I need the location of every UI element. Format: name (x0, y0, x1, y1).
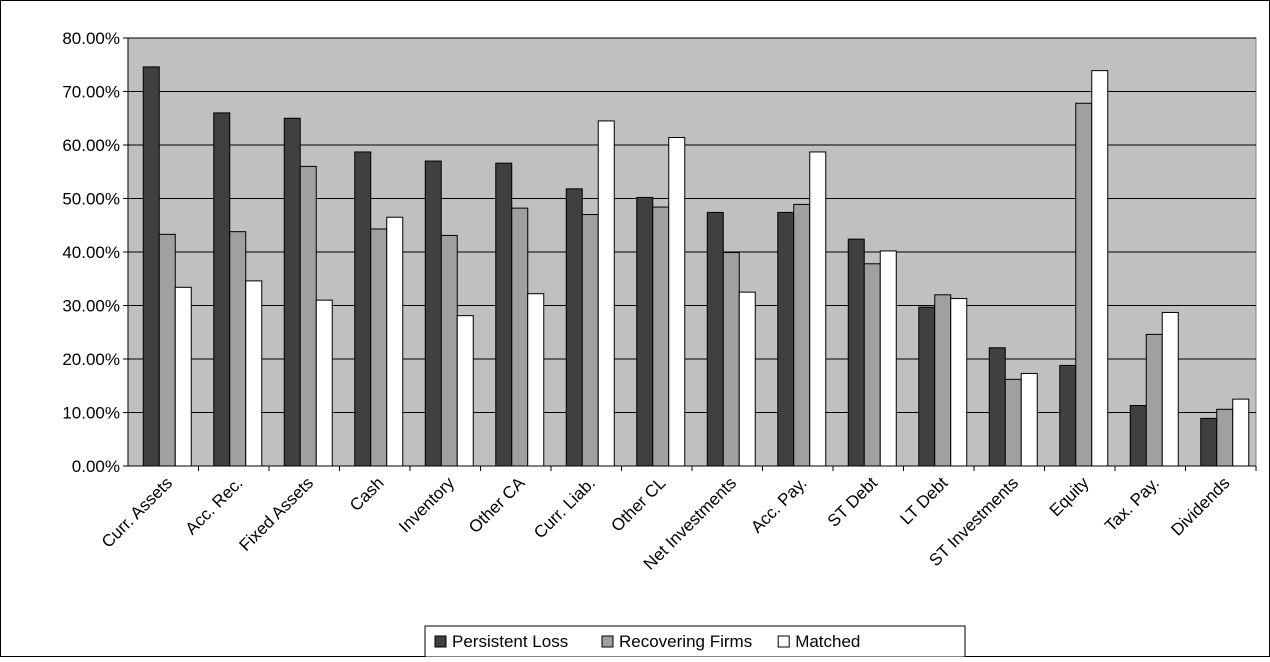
bar-matched (174, 286, 192, 467)
y-tick-label: 80.00% (62, 29, 120, 48)
bar-recovering-firms (440, 234, 458, 467)
legend-label: Recovering Firms (619, 632, 752, 651)
bar-matched (668, 137, 686, 467)
bar-recovering-firms (793, 203, 811, 467)
bar-matched (879, 250, 897, 467)
legend-box (424, 625, 966, 658)
bar-recovering-firms (370, 228, 388, 467)
bar-matched (386, 216, 404, 467)
bar-recovering-firms (158, 233, 176, 467)
legend-swatch (434, 635, 447, 648)
bar-matched (950, 298, 968, 467)
bar-persistent-loss (636, 196, 654, 467)
bar-recovering-firms (581, 214, 599, 467)
bar-matched (315, 299, 333, 467)
bar-persistent-loss (1059, 364, 1077, 467)
legend-label: Persistent Loss (452, 632, 568, 651)
bar-recovering-firms (934, 294, 952, 467)
y-tick-label: 0.00% (72, 457, 120, 476)
bar-persistent-loss (988, 347, 1006, 467)
bar-persistent-loss (354, 151, 372, 467)
bar-persistent-loss (847, 238, 865, 467)
bar-persistent-loss (706, 211, 724, 467)
y-tick-label: 10.00% (62, 404, 120, 423)
bar-recovering-firms (1145, 333, 1163, 467)
bar-persistent-loss (495, 162, 513, 467)
bar-matched (809, 151, 827, 467)
bar-matched (1091, 70, 1109, 467)
bar-matched (456, 315, 474, 467)
bar-recovering-firms (511, 207, 529, 467)
y-tick-label: 20.00% (62, 350, 120, 369)
bar-recovering-firms (652, 206, 670, 467)
bar-matched (527, 293, 545, 467)
bar-recovering-firms (1075, 102, 1093, 467)
y-tick-label: 50.00% (62, 190, 120, 209)
bar-recovering-firms (722, 252, 740, 467)
bar-matched (1020, 372, 1038, 467)
bar-matched (597, 120, 615, 467)
bar-recovering-firms (229, 231, 247, 467)
legend: Persistent Loss Recovering Firms Matched (424, 625, 966, 658)
bar-persistent-loss (777, 211, 795, 467)
y-tick-label: 70.00% (62, 83, 120, 102)
bar-matched (738, 291, 756, 467)
bar-matched (245, 280, 263, 467)
legend-swatch (777, 635, 790, 648)
bar-recovering-firms (1004, 378, 1022, 467)
bar-persistent-loss (142, 66, 160, 467)
bar-persistent-loss (424, 160, 442, 467)
y-tick-label: 40.00% (62, 243, 120, 262)
bar-matched (1161, 311, 1179, 467)
y-tick-label: 60.00% (62, 136, 120, 155)
bar-recovering-firms (299, 165, 317, 467)
bar-persistent-loss (283, 117, 301, 467)
bar-matched (1232, 398, 1250, 467)
bar-persistent-loss (1200, 417, 1218, 467)
bar-persistent-loss (213, 112, 231, 467)
bar-persistent-loss (565, 188, 583, 467)
bar-recovering-firms (1216, 408, 1234, 467)
y-tick-label: 30.00% (62, 297, 120, 316)
legend-swatch (601, 635, 614, 648)
bar-persistent-loss (1129, 405, 1147, 467)
legend-label: Matched (795, 632, 860, 651)
bar-recovering-firms (863, 263, 881, 467)
bar-persistent-loss (918, 306, 936, 467)
